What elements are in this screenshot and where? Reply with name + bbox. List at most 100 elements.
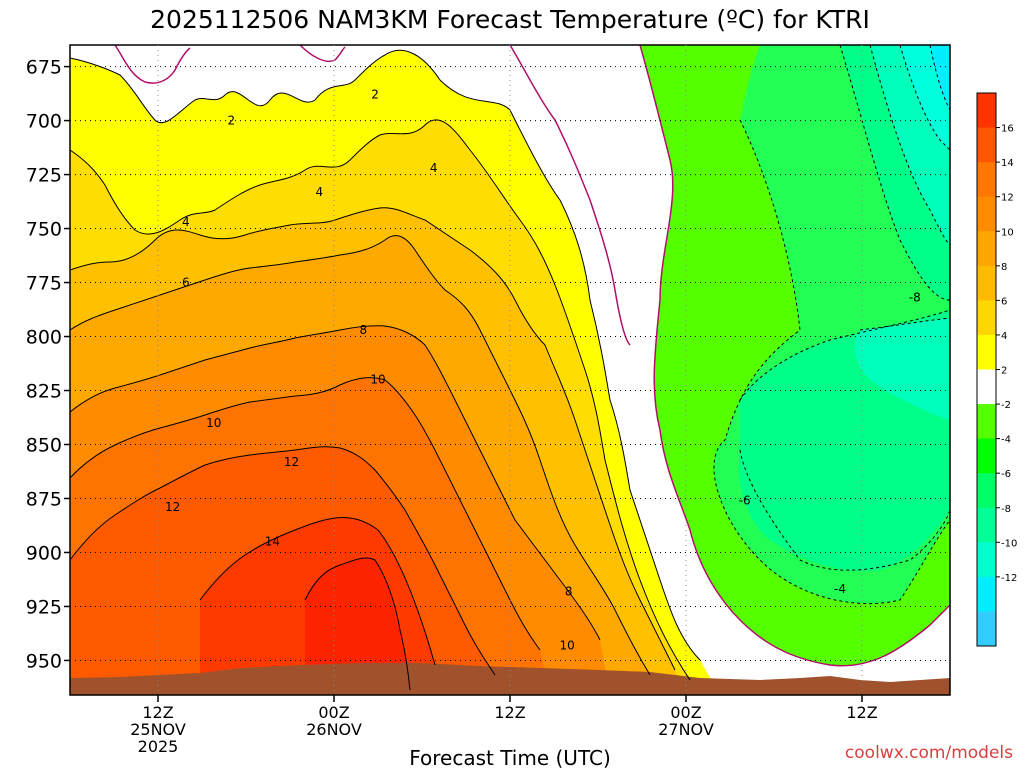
colorbar-swatch xyxy=(977,334,996,370)
contour-label: 10 xyxy=(370,373,385,387)
contour-4 xyxy=(69,207,676,671)
colorbar-swatch xyxy=(977,473,996,509)
x-tick-label: 27NOV xyxy=(658,720,714,739)
contour-label: -6 xyxy=(739,494,751,508)
colorbar-label: -10 xyxy=(1001,538,1017,549)
contour-minus6 xyxy=(869,44,951,246)
colorbar-label: -6 xyxy=(1001,469,1011,480)
temperature-fill xyxy=(70,45,950,696)
contour-label: 2 xyxy=(371,88,379,102)
freezing-contour xyxy=(114,44,951,667)
colorbar-label: 4 xyxy=(1001,331,1007,342)
y-tick-label: 925 xyxy=(26,596,62,618)
colorbar-swatch xyxy=(977,300,996,336)
colorbar-label: 12 xyxy=(1001,193,1014,204)
band-18-plus xyxy=(305,557,410,690)
band-minus8 xyxy=(854,45,950,420)
credit-text: coolwx.com/models xyxy=(845,743,1013,763)
contour-label: 12 xyxy=(165,500,180,514)
contour-12 xyxy=(69,446,496,676)
contour-label: -4 xyxy=(834,582,846,596)
contour-minus2 xyxy=(713,119,951,605)
terrain xyxy=(70,663,950,695)
zero-contour-right xyxy=(509,44,631,346)
colorbar-swatch xyxy=(977,369,996,405)
contour-16 xyxy=(304,557,411,691)
contour-label: 4 xyxy=(182,215,190,229)
colorbar-label: 10 xyxy=(1001,227,1014,238)
band-minus12 xyxy=(930,45,950,110)
zero-contour-mid xyxy=(299,44,346,62)
y-tick-label: 750 xyxy=(26,219,62,241)
y-tick-label: 775 xyxy=(26,273,62,295)
contour-6 xyxy=(69,235,651,676)
y-tick-label: 900 xyxy=(26,542,62,564)
x-tick-label: 25NOV xyxy=(130,720,186,739)
colorbar-label: 8 xyxy=(1001,262,1007,273)
contour-minus4 xyxy=(839,44,951,301)
y-tick-label: 825 xyxy=(26,381,62,403)
colorbar-swatch xyxy=(977,231,996,267)
colorbar-swatch xyxy=(977,162,996,198)
x-tick-label: 12Z xyxy=(494,703,525,722)
contour-label: 10 xyxy=(560,638,575,652)
y-tick-label: 950 xyxy=(26,650,62,672)
contour-label: 10 xyxy=(206,416,221,430)
band-minus6 xyxy=(738,45,950,571)
colorbar: 16 14 12 10 8 6 4 2 -2 -4 -6 -8 -10 -12 xyxy=(976,92,1017,647)
colorbar-label: 6 xyxy=(1001,296,1007,307)
contour-2-upper xyxy=(69,49,701,661)
colorbar-swatch xyxy=(977,404,996,440)
x-tick-label: 2025 xyxy=(138,737,179,756)
contour-minus8 xyxy=(859,317,951,331)
contour-14 xyxy=(199,517,436,666)
y-tick-label: 700 xyxy=(26,111,62,133)
contour-labels: 2 2 4 4 4 6 8 10 10 12 12 14 8 10 -6 -4 -8 xyxy=(165,88,921,653)
gridlines xyxy=(70,45,950,695)
contour-label: 6 xyxy=(182,276,190,290)
contour-minus12 xyxy=(929,44,951,111)
contour-label: 2 xyxy=(228,114,236,128)
colorbar-label: -8 xyxy=(1001,504,1011,515)
colorbar-swatch xyxy=(977,93,996,129)
contour-minus4-lower xyxy=(739,309,951,571)
y-tick-label: 725 xyxy=(26,165,62,187)
colorbar-swatch xyxy=(977,438,996,474)
contour-label: 12 xyxy=(284,455,299,469)
contour-label: 8 xyxy=(360,323,368,337)
zero-contour-main xyxy=(639,44,951,667)
y-axis: 675 700 725 750 775 800 825 850 875 900 925 950 xyxy=(26,57,70,672)
contour-label: 4 xyxy=(430,161,438,175)
colorbar-label: -4 xyxy=(1001,435,1011,446)
colorbar-swatch xyxy=(977,265,996,301)
contour-label: 8 xyxy=(565,584,573,598)
y-tick-label: 675 xyxy=(26,57,62,79)
contour-label: -8 xyxy=(909,291,921,305)
contour-8 xyxy=(69,325,601,641)
contour-10 xyxy=(69,377,541,651)
x-tick-label: 12Z xyxy=(846,703,877,722)
colorbar-label: 16 xyxy=(1001,124,1014,135)
contour-label: 4 xyxy=(316,185,324,199)
colorbar-label: -2 xyxy=(1001,400,1011,411)
colorbar-swatch xyxy=(977,542,996,578)
colorbar-label: -12 xyxy=(1001,573,1017,584)
contour-label: 14 xyxy=(265,535,280,549)
x-tick-label: 12Z xyxy=(142,703,173,722)
zero-contour-left xyxy=(114,44,191,84)
x-tick-label: 00Z xyxy=(670,703,701,722)
colorbar-swatch xyxy=(977,196,996,232)
colorbar-swatch xyxy=(977,507,996,543)
colorbar-swatch xyxy=(977,576,996,612)
colorbar-label: 14 xyxy=(1001,158,1014,169)
x-tick-label: 00Z xyxy=(318,703,349,722)
contour-2 xyxy=(69,119,691,681)
colorbar-label: 2 xyxy=(1001,366,1007,377)
solid-contours xyxy=(69,49,701,691)
negative-contours xyxy=(713,44,951,605)
x-tick-label: 26NOV xyxy=(306,720,362,739)
y-tick-label: 850 xyxy=(26,435,62,457)
colorbar-swatch xyxy=(977,127,996,163)
